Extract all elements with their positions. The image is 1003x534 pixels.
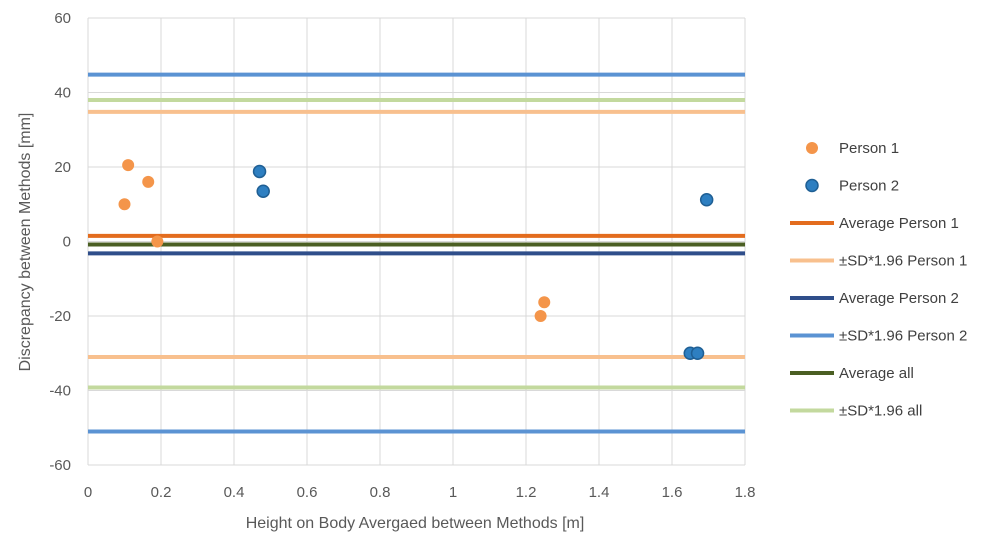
y-tick-label: 40 xyxy=(54,85,71,102)
legend-label: ±SD*1.96 Person 1 xyxy=(839,253,967,270)
data-point xyxy=(118,198,131,211)
data-point xyxy=(142,175,155,188)
x-tick-label: 1 xyxy=(449,484,457,501)
x-tick-label: 1.6 xyxy=(662,484,683,501)
y-tick-label: 20 xyxy=(54,159,71,176)
data-points xyxy=(118,159,714,360)
legend-item: Average Person 1 xyxy=(790,215,959,232)
y-axis-title: Discrepancy between Methods [mm] xyxy=(17,113,34,372)
x-tick-label: 0.6 xyxy=(297,484,318,501)
legend-item: Average Person 2 xyxy=(790,290,959,307)
legend-label: ±SD*1.96 Person 2 xyxy=(839,328,967,345)
data-point xyxy=(534,310,547,322)
legend-marker xyxy=(806,142,818,154)
x-tick-label: 0.4 xyxy=(224,484,245,501)
legend-item: ±SD*1.96 Person 1 xyxy=(790,253,967,270)
legend-label: Average Person 1 xyxy=(839,215,959,232)
y-tick-label: 0 xyxy=(63,234,71,251)
legend-item: Average all xyxy=(790,365,914,382)
y-tick-labels: -60 -40 -20 0 20 40 60 xyxy=(49,10,71,474)
legend-item: Person 1 xyxy=(806,140,899,157)
y-tick-label: -40 xyxy=(49,383,71,400)
y-tick-label: 60 xyxy=(54,10,71,27)
data-point xyxy=(252,164,267,179)
x-tick-label: 1.8 xyxy=(735,484,756,501)
legend-item: ±SD*1.96 all xyxy=(790,403,922,420)
reference-lines xyxy=(88,72,745,434)
data-point xyxy=(699,193,714,207)
data-point xyxy=(256,184,270,198)
legend: Person 1 Person 2 Average Person 1 ±SD*1.96… xyxy=(790,140,967,420)
data-point xyxy=(538,296,551,309)
data-point xyxy=(151,235,164,248)
x-tick-label: 1.2 xyxy=(516,484,537,501)
legend-item: ±SD*1.96 Person 2 xyxy=(790,328,967,345)
legend-item: Person 2 xyxy=(805,178,899,195)
y-tick-label: -20 xyxy=(49,308,71,325)
data-point xyxy=(690,346,705,360)
x-tick-label: 0 xyxy=(84,484,92,501)
legend-label: Average Person 2 xyxy=(839,290,959,307)
x-tick-label: 1.4 xyxy=(589,484,610,501)
x-tick-label: 0.2 xyxy=(151,484,172,501)
grid xyxy=(87,17,746,466)
y-tick-label: -60 xyxy=(49,457,71,474)
legend-label: Person 2 xyxy=(839,178,899,195)
legend-label: Person 1 xyxy=(839,140,899,157)
data-point xyxy=(122,159,135,172)
legend-label: Average all xyxy=(839,365,914,382)
x-axis-title: Height on Body Avergaed between Methods … xyxy=(246,515,585,532)
x-tick-labels: 0 0.2 0.4 0.6 0.8 1 1.2 1.4 1.6 1.8 xyxy=(84,484,756,501)
legend-label: ±SD*1.96 all xyxy=(839,403,922,420)
x-tick-label: 0.8 xyxy=(370,484,391,501)
legend-marker xyxy=(805,178,819,193)
